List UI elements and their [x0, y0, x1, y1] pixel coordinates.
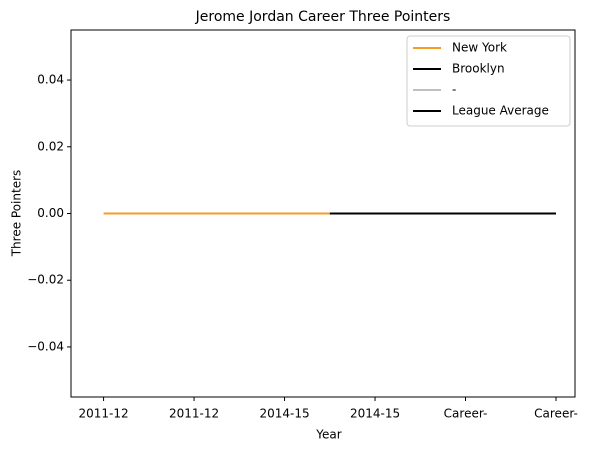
y-tick-label: 0.00 [37, 206, 64, 220]
x-tick-label: Career- [444, 407, 488, 421]
x-axis-label: Year [315, 428, 341, 442]
x-tick-label: 2011-12 [169, 407, 219, 421]
legend-label: League Average [452, 104, 549, 118]
legend-label: New York [452, 41, 507, 55]
x-tick-label: Career- [534, 407, 578, 421]
y-tick-label: −0.02 [27, 273, 64, 287]
y-tick-label: −0.04 [27, 339, 64, 353]
y-tick-label: 0.02 [37, 139, 64, 153]
y-tick-label: 0.04 [37, 73, 64, 87]
legend-label: - [452, 83, 456, 97]
chart-title: Jerome Jordan Career Three Pointers [195, 9, 451, 25]
y-axis-label: Three Pointers [10, 170, 24, 258]
x-tick-label: 2014-15 [350, 407, 400, 421]
x-tick-label: 2011-12 [79, 407, 129, 421]
plot-frame [70, 29, 576, 398]
legend-label: Brooklyn [452, 62, 505, 76]
x-tick-label: 2014-15 [259, 407, 309, 421]
legend-box [406, 35, 571, 127]
